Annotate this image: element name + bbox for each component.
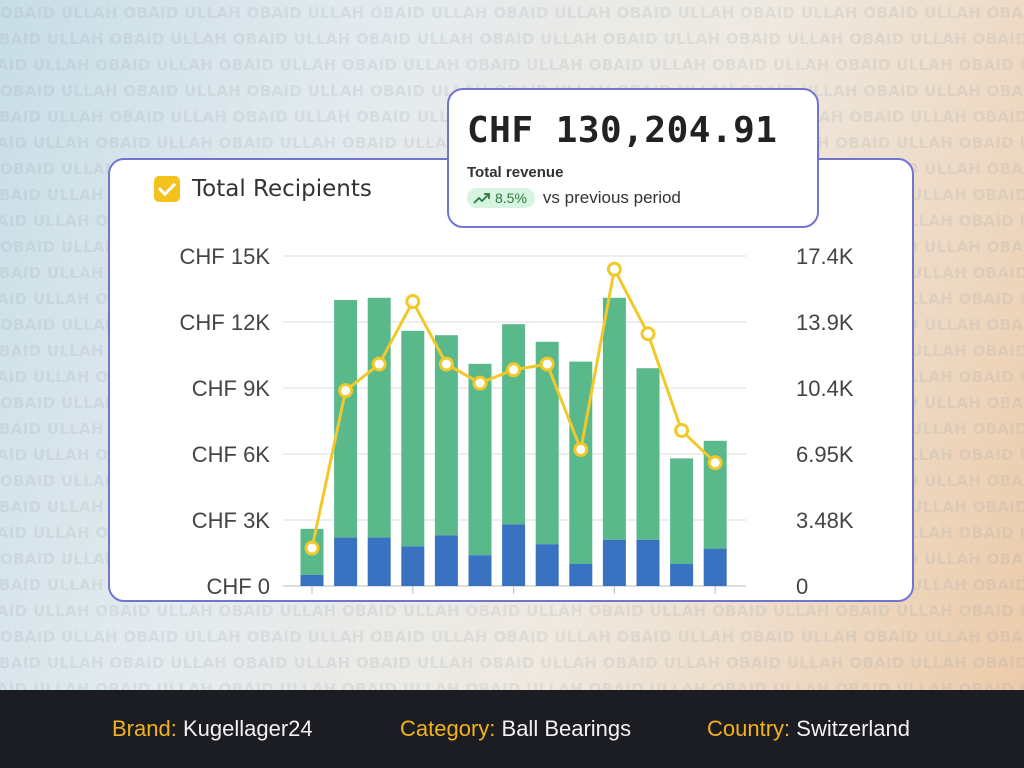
watermark-row: OBAID ULLAH OBAID ULLAH OBAID ULLAH OBAI… bbox=[0, 602, 1024, 620]
watermark-row: OBAID ULLAH OBAID ULLAH OBAID ULLAH OBAI… bbox=[0, 680, 1024, 690]
footer-category: Category: Ball Bearings bbox=[400, 716, 631, 742]
left-tick-label: CHF 0 bbox=[206, 574, 270, 599]
kpi-change: 8.5% vs previous period bbox=[467, 188, 681, 208]
footer-bar: Brand: Kugellager24 Category: Ball Beari… bbox=[0, 690, 1024, 768]
left-tick-label: CHF 15K bbox=[180, 244, 271, 269]
bar-segment-top bbox=[367, 297, 391, 538]
country-value: Switzerland bbox=[796, 716, 910, 741]
line-point bbox=[338, 383, 354, 399]
bar-segment-top bbox=[434, 335, 458, 536]
right-tick-label: 17.4K bbox=[796, 244, 854, 269]
line-point bbox=[506, 362, 522, 378]
kpi-value: CHF 130,204.91 bbox=[467, 110, 778, 151]
bar-segment-top bbox=[334, 300, 358, 538]
bar-segment-bottom bbox=[703, 548, 727, 586]
change-suffix: vs previous period bbox=[542, 188, 681, 207]
watermark-row: OBAID ULLAH OBAID ULLAH OBAID ULLAH OBAI… bbox=[0, 30, 1024, 48]
bar-segment-top bbox=[569, 361, 593, 564]
line-point bbox=[304, 540, 320, 556]
line-point bbox=[573, 441, 589, 457]
bar-segment-bottom bbox=[300, 575, 324, 586]
bar-segment-bottom bbox=[602, 539, 626, 586]
watermark-row: OBAID ULLAH OBAID ULLAH OBAID ULLAH OBAI… bbox=[0, 628, 1024, 646]
bar-segment-top bbox=[670, 458, 694, 564]
legend-checkbox[interactable] bbox=[154, 176, 180, 202]
line-point bbox=[606, 261, 622, 277]
watermark-row: OBAID ULLAH OBAID ULLAH OBAID ULLAH OBAI… bbox=[0, 56, 1024, 74]
legend[interactable]: Total Recipients bbox=[154, 176, 372, 202]
watermark-row: OBAID ULLAH OBAID ULLAH OBAID ULLAH OBAI… bbox=[0, 654, 1024, 672]
bar-segment-bottom bbox=[367, 537, 391, 586]
bar-segment-top bbox=[535, 341, 559, 545]
bar-segment-top bbox=[502, 324, 526, 525]
legend-label: Total Recipients bbox=[192, 176, 372, 202]
right-tick-label: 10.4K bbox=[796, 376, 854, 401]
category-key: Category: bbox=[400, 716, 496, 741]
line-point bbox=[438, 356, 454, 372]
left-tick-label: CHF 6K bbox=[192, 442, 271, 467]
bar-segment-bottom bbox=[468, 555, 492, 586]
change-badge: 8.5% bbox=[467, 188, 535, 208]
right-tick-label: 6.95K bbox=[796, 442, 854, 467]
kpi-card: CHF 130,204.91 Total revenue 8.5% vs pre… bbox=[447, 88, 819, 228]
left-tick-label: CHF 3K bbox=[192, 508, 271, 533]
bar-segment-bottom bbox=[401, 546, 425, 586]
brand-key: Brand: bbox=[112, 716, 177, 741]
combo-chart: CHF 0 0 CHF 3K 3.48K CHF 6K 6.95K CHF 9K 10.4K C… bbox=[180, 244, 854, 599]
line-point bbox=[472, 375, 488, 391]
bar-segment-top bbox=[636, 368, 660, 540]
line-point bbox=[674, 422, 690, 438]
line-point bbox=[640, 326, 656, 342]
right-tick-label: 0 bbox=[796, 574, 808, 599]
kpi-label: Total revenue bbox=[467, 164, 564, 181]
change-value: 8.5% bbox=[495, 190, 527, 206]
right-tick-label: 13.9K bbox=[796, 310, 854, 335]
line-point bbox=[405, 294, 421, 310]
country-key: Country: bbox=[707, 716, 791, 741]
bar-segment-bottom bbox=[334, 537, 358, 586]
left-tick-label: CHF 12K bbox=[180, 310, 271, 335]
bar-segment-bottom bbox=[569, 564, 593, 586]
chart-card: CHF 0 0 CHF 3K 3.48K CHF 6K 6.95K CHF 9K 10.4K C… bbox=[108, 158, 914, 602]
brand-value: Kugellager24 bbox=[182, 716, 313, 741]
watermark-row: OBAID ULLAH OBAID ULLAH OBAID ULLAH OBAI… bbox=[0, 4, 1024, 22]
bar-segment-top bbox=[602, 297, 626, 540]
line-point bbox=[371, 356, 387, 372]
bar-segment-bottom bbox=[502, 524, 526, 586]
trend-up-icon bbox=[473, 193, 490, 204]
left-tick-label: CHF 9K bbox=[192, 376, 271, 401]
bar-segment-bottom bbox=[535, 544, 559, 586]
bar-segment-bottom bbox=[670, 564, 694, 586]
bar-segment-top bbox=[468, 363, 492, 556]
line-point bbox=[707, 455, 723, 471]
category-value: Ball Bearings bbox=[501, 716, 632, 741]
footer-country: Country: Switzerland bbox=[707, 716, 910, 742]
bar-segment-bottom bbox=[636, 539, 660, 586]
bar-segment-bottom bbox=[434, 535, 458, 586]
right-tick-label: 3.48K bbox=[796, 508, 854, 533]
footer-brand: Brand: Kugellager24 bbox=[112, 716, 313, 742]
bar-segment-top bbox=[401, 330, 425, 547]
bar-segment-top bbox=[703, 440, 727, 549]
line-point bbox=[539, 356, 555, 372]
